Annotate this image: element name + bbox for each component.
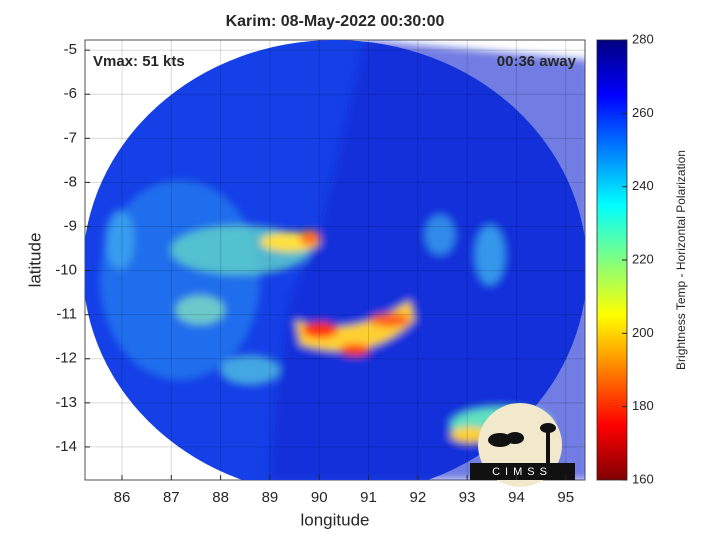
swath-image (85, 40, 585, 480)
logo: CIMSS (470, 403, 575, 487)
x-axis-label: longitude (300, 510, 369, 529)
x-tick-label: 93 (459, 489, 476, 506)
colorbar-tick-label: 200 (632, 325, 654, 340)
y-axis-label: latitude (25, 233, 44, 288)
annotation: Vmax: 51 kts (93, 53, 185, 70)
y-tick-label: -11 (56, 306, 77, 323)
colorbar-tick-label: 280 (632, 31, 654, 46)
x-tick-label: 91 (360, 489, 377, 506)
logo-text: CIMSS (492, 466, 552, 478)
y-tick-label: -7 (64, 129, 77, 146)
y-tick-label: -14 (55, 438, 77, 455)
x-tick-label: 94 (508, 489, 525, 506)
colorbar-tick-label: 180 (632, 398, 654, 413)
colorbar-tick-label: 240 (632, 178, 654, 193)
y-tick-label: -10 (55, 262, 77, 279)
x-tick-label: 88 (212, 489, 229, 506)
x-tick-label: 90 (311, 489, 328, 506)
y-tick-label: -8 (64, 173, 77, 190)
y-tick-label: -6 (64, 85, 77, 102)
colorbar-label: Brightness Temp - Horizontal Polarizatio… (674, 150, 688, 370)
y-tick-label: -9 (64, 217, 77, 234)
y-tick-label: -5 (64, 41, 77, 58)
colorbar-tick-label: 160 (632, 471, 654, 486)
annotation: 00:36 away (497, 53, 577, 70)
colorbar-tick-label: 220 (632, 251, 654, 266)
x-tick-label: 89 (262, 489, 279, 506)
y-tick-label: -12 (55, 350, 77, 367)
x-tick-label: 95 (557, 489, 574, 506)
y-tick-label: -13 (55, 394, 77, 411)
colorbar-tick-label: 260 (632, 105, 654, 120)
x-tick-label: 87 (163, 489, 180, 506)
x-tick-label: 86 (114, 489, 131, 506)
chart-title: Karim: 08-May-2022 00:30:00 (226, 13, 445, 30)
x-tick-label: 92 (409, 489, 426, 506)
